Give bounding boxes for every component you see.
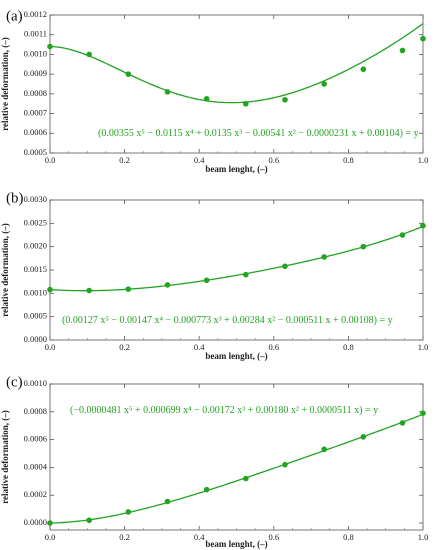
data-point [321, 446, 327, 453]
data-point [125, 509, 132, 515]
data-point [360, 66, 367, 73]
y-tick-label: 0.0020 [24, 241, 47, 251]
data-point [360, 243, 367, 250]
x-tick-label: 0.2 [119, 342, 130, 352]
x-axis-title: beam lenght, (–) [205, 539, 267, 549]
y-axis-title: relative deformation, (–) [0, 37, 10, 131]
y-tick-label: 0.0010 [24, 287, 47, 297]
x-tick-label: 1.0 [418, 532, 429, 542]
fit-curve [49, 225, 424, 292]
panel-label: (b) [6, 190, 24, 206]
data-point [282, 461, 288, 468]
x-tick-label: 0.4 [194, 532, 205, 542]
y-tick-label: 0.0011 [24, 29, 47, 39]
chart-panel-a: (a) 0.0 0.2 0.4 0.6 0.8 1.0 0.0005 0.0006 0.0007 0… [0, 8, 428, 174]
x-tick-label: 0.8 [343, 155, 354, 165]
y-tick-label: 0.0015 [24, 264, 47, 274]
y-tick-label: 0.0008 [24, 406, 47, 416]
x-tick-label: 0.0 [45, 155, 56, 165]
y-tick-label: 0.0025 [24, 217, 47, 227]
x-tick-label: 0.2 [119, 155, 130, 165]
x-tick-label: 0.2 [119, 532, 130, 542]
x-tick-label: 0.6 [268, 155, 279, 165]
panel-label: (c) [6, 374, 23, 390]
data-point [86, 51, 92, 58]
x-tick-label: 0.0 [45, 532, 56, 542]
data-point [47, 520, 53, 526]
x-tick-label: 0.8 [343, 532, 354, 542]
data-point [203, 486, 210, 493]
chart-panel-b: (b) 0.0 0.2 0.4 0.6 0.8 1.0 0.0000 0.0005 0.0010 0… [0, 190, 428, 361]
data-point [321, 81, 327, 87]
y-tick-label: 0.0000 [24, 334, 47, 344]
x-tick-label: 0.6 [268, 342, 279, 352]
data-point [243, 271, 249, 278]
y-tick-label: 0.0004 [24, 461, 48, 471]
y-tick-label: 0.0002 [24, 489, 47, 499]
fit-curve [49, 22, 424, 104]
data-point [86, 517, 92, 524]
chart-panel-c: (c) 0.0 0.2 0.4 0.6 0.8 1.0 0.0000 0.0002 0.0004 0… [0, 374, 428, 549]
x-tick-label: 0.4 [194, 155, 205, 165]
x-tick-label: 0.0 [45, 342, 56, 352]
data-point [203, 277, 210, 284]
x-tick-label: 1.0 [418, 342, 429, 352]
data-point [164, 282, 171, 288]
x-tick-label: 0.4 [194, 342, 205, 352]
y-tick-label: 0.0010 [24, 378, 47, 388]
y-tick-label: 0.0000 [24, 517, 47, 527]
y-tick-label: 0.0030 [24, 194, 47, 204]
y-tick-label: 0.0007 [24, 108, 47, 118]
fit-equation: (0.00127 x⁵ − 0.00147 x⁴ − 0.000773 x³ +… [62, 315, 393, 326]
data-point [282, 96, 288, 103]
y-tick-label: 0.0010 [24, 48, 47, 58]
data-point [47, 286, 53, 293]
data-point [420, 410, 426, 417]
fit-equation: (0.00355 x⁵ − 0.0115 x⁴ + 0.0135 x³ − 0.… [98, 128, 419, 139]
data-point [203, 95, 210, 102]
y-tick-label: 0.0006 [24, 127, 47, 137]
x-axis-title: beam lenght, (–) [205, 164, 267, 174]
data-point [243, 475, 249, 482]
y-tick-label: 0.0006 [24, 434, 47, 444]
data-point [47, 43, 53, 50]
x-tick-label: 1.0 [418, 155, 429, 165]
panel-label: (a) [6, 8, 23, 24]
data-point [86, 287, 92, 294]
data-point [399, 47, 406, 54]
data-point [420, 222, 426, 229]
data-point [399, 420, 406, 426]
y-tick-label: 0.0008 [24, 88, 47, 98]
data-point [164, 498, 171, 505]
data-point [164, 89, 171, 95]
y-tick-label: 0.0012 [24, 9, 47, 19]
fit-curve [49, 413, 424, 524]
data-point [420, 35, 426, 42]
data-point [125, 71, 132, 77]
data-point [125, 286, 132, 292]
data-point [399, 232, 406, 238]
x-axis-title: beam lenght, (–) [205, 351, 267, 361]
data-point [360, 434, 367, 440]
y-axis-title: relative deformation, (–) [0, 410, 10, 504]
y-tick-label: 0.0009 [24, 68, 47, 78]
fit-equation: (−0.0000481 x⁵ + 0.000699 x⁴ − 0.00172 x… [70, 405, 378, 416]
data-point [321, 254, 327, 260]
y-axis-title: relative deformation, (–) [0, 223, 10, 317]
data-point [282, 263, 288, 270]
x-tick-label: 0.6 [268, 532, 279, 542]
data-point [243, 100, 249, 107]
x-tick-label: 0.8 [343, 342, 354, 352]
y-tick-label: 0.0005 [24, 311, 47, 321]
y-tick-label: 0.0005 [24, 147, 47, 157]
